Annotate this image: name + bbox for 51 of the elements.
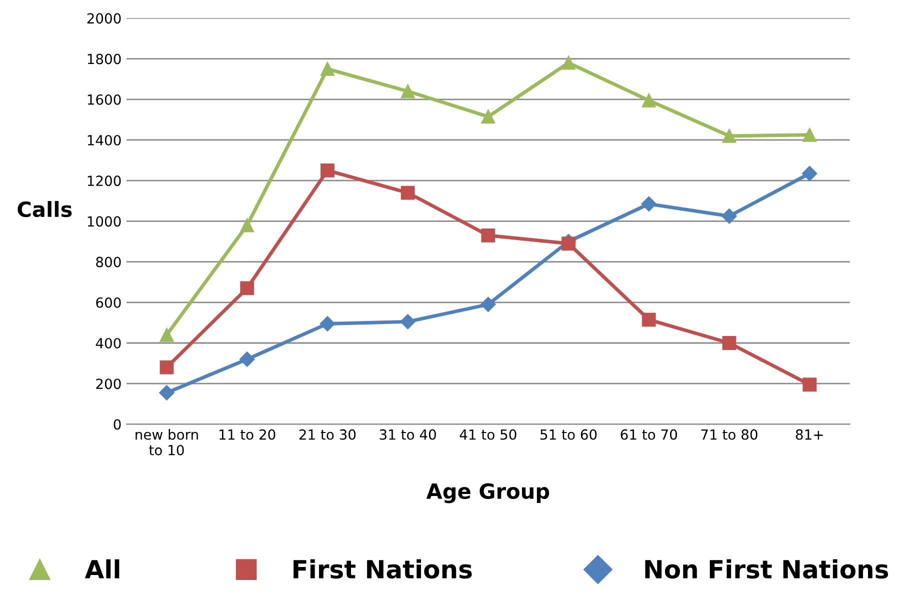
point — [400, 186, 415, 200]
point — [400, 84, 415, 98]
x-tick-label: 81+ — [796, 429, 823, 440]
x-tick-label: 51 to 60 — [540, 429, 597, 440]
y-tick-label: 800 — [96, 256, 121, 268]
point — [481, 110, 496, 124]
point — [642, 312, 656, 327]
y-tick-label: 600 — [96, 297, 121, 308]
y-tick-label: 1800 — [88, 54, 121, 64]
y-axis-title: Calls — [18, 201, 72, 218]
legend-label: First Nations — [294, 559, 472, 579]
x-tick-label: 61 to 70 — [620, 429, 678, 440]
y-tick-label: 400 — [96, 338, 121, 348]
point — [320, 62, 334, 76]
point — [159, 385, 174, 400]
y-tick-label: 0 — [114, 419, 121, 430]
point — [240, 281, 254, 296]
y-tick-label: 1400 — [88, 134, 121, 146]
point — [722, 336, 736, 350]
point — [562, 56, 576, 70]
point — [320, 316, 336, 332]
point — [320, 163, 334, 178]
point — [562, 236, 576, 250]
y-tick-label: 1000 — [88, 216, 121, 227]
point — [240, 352, 255, 367]
x-tick-label: 11 to 20 — [220, 429, 276, 440]
x-axis-title: Age Group — [426, 483, 550, 504]
x-tick-label: 21 to 30 — [299, 429, 356, 440]
point — [722, 128, 736, 143]
point — [802, 128, 817, 142]
point — [722, 208, 737, 224]
y-tick-label: 200 — [96, 378, 121, 390]
x-tick-label: 31 to 40 — [380, 429, 436, 440]
y-tick-label: 1600 — [88, 94, 121, 105]
x-tick-label: 71 to 80 — [701, 429, 758, 440]
point — [480, 296, 496, 312]
point — [240, 218, 254, 232]
point — [802, 378, 817, 392]
legend-label: All — [84, 559, 120, 578]
x-tick-label: 41 to 50 — [460, 429, 516, 440]
y-tick-label: 1200 — [88, 176, 121, 186]
point — [400, 314, 416, 330]
point — [160, 328, 174, 342]
point — [802, 166, 818, 182]
y-tick-label: 2000 — [87, 13, 121, 24]
x-tick-label: new born to 10 — [136, 429, 198, 456]
point — [642, 93, 656, 108]
legend-label: Non First Nations — [645, 559, 888, 579]
point — [641, 196, 656, 212]
point — [160, 360, 174, 374]
point — [481, 228, 496, 242]
